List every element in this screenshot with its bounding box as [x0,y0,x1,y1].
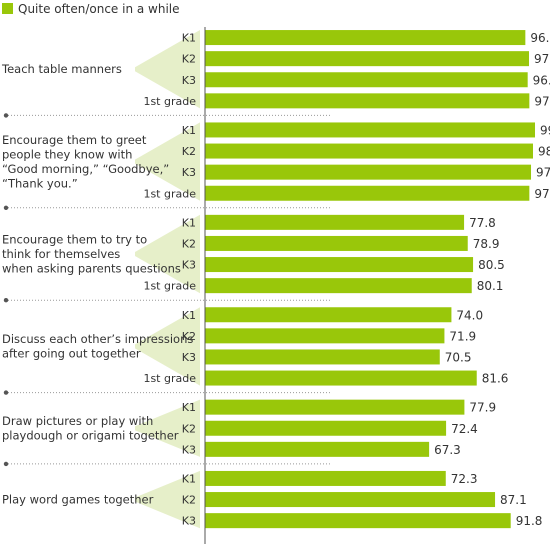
data-label: 87.1 [500,493,527,507]
category-label: K3 [182,259,196,272]
bar [205,370,477,386]
category-label: 1st grade [143,280,196,293]
group-label: “Good morning,” “Goodbye,” [2,162,169,176]
group-label: Teach table manners [1,62,122,76]
category-label: K3 [182,74,196,87]
group-label: playdough or origami together [2,429,179,443]
group-label: people they know with [2,147,132,161]
bar [205,30,526,46]
category-label: 1st grade [143,95,196,108]
separator-dot [3,390,9,395]
data-label: 78.9 [473,237,500,251]
data-label: 98.5 [538,145,550,159]
separator-dot [3,205,9,210]
category-label: K2 [182,237,196,250]
category-label: K2 [182,330,196,343]
category-label: K3 [182,443,196,456]
category-label: K2 [182,494,196,507]
data-label: 80.5 [478,258,505,272]
bar [205,257,474,273]
bar [205,399,465,415]
category-label: K3 [182,515,196,528]
bar [205,72,528,88]
group-label: when asking parents questions [2,262,181,276]
group-fan [135,307,200,386]
bar [205,185,530,201]
group-label: think for themselves [2,247,120,261]
data-label: 72.4 [451,422,478,436]
separator-dot [3,461,9,467]
data-label: 97.3 [534,52,550,66]
category-label: 1st grade [143,372,196,385]
bar [205,328,445,344]
data-label: 81.6 [482,372,509,386]
separator-dot [3,298,9,303]
group-label: “Thank you.” [2,176,78,190]
data-label: 70.5 [445,350,472,364]
category-label: K1 [182,216,196,229]
category-label: K3 [182,166,196,179]
category-label: K1 [182,472,196,485]
data-label: 91.8 [516,514,543,528]
legend-label: Quite often/once in a while [18,2,180,16]
bar [205,349,440,365]
bar [205,278,472,294]
data-label: 67.3 [434,443,461,457]
bar [205,420,447,436]
data-label: 71.9 [449,329,476,343]
group-fan [135,122,200,201]
group-fan [135,214,200,294]
data-label: 97.4 [534,187,550,201]
bar [205,441,430,457]
bar [205,492,496,508]
bar [205,93,530,109]
data-label: 96.2 [530,31,550,45]
data-label: 96.9 [533,73,550,87]
bar [205,214,465,230]
category-label: K2 [182,422,196,435]
category-label: K2 [182,53,196,66]
category-label: K1 [182,32,196,45]
bar [205,122,536,138]
category-label: 1st grade [143,187,196,200]
bar [205,513,511,529]
separator-dot [3,113,9,118]
data-label: 99.1 [540,123,550,137]
group-label: Draw pictures or play with [2,414,153,428]
data-label: 97.9 [536,166,550,180]
legend-swatch [2,3,13,14]
bar [205,143,534,159]
bar [205,164,532,180]
category-label: K1 [182,309,196,322]
bar [205,307,452,323]
bar [205,470,446,486]
data-label: 97.4 [534,94,550,108]
group-fan [135,399,200,457]
category-label: K2 [182,145,196,158]
data-label: 80.1 [477,279,504,293]
group-label: Encourage them to try to [2,233,147,247]
group-label: Play word games together [2,493,154,507]
bar [205,51,530,67]
group-label: Discuss each other’s impressions [2,332,193,346]
category-label: K1 [182,401,196,414]
bar [205,235,468,251]
data-label: 77.8 [469,216,496,230]
data-label: 74.0 [456,308,483,322]
group-label: after going out together [2,347,141,361]
group-fan [135,30,200,109]
group-label: Encourage them to greet [2,133,147,147]
category-label: K1 [182,124,196,137]
category-label: K3 [182,351,196,364]
group-fan [135,470,200,529]
data-label: 77.9 [469,401,496,415]
data-label: 72.3 [451,472,478,486]
